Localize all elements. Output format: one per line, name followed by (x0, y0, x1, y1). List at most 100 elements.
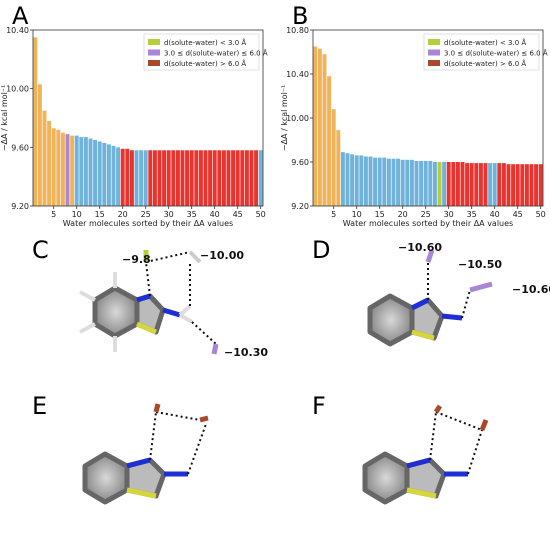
bar (428, 160, 433, 206)
bar (254, 150, 259, 206)
bar (249, 150, 254, 206)
bar (134, 150, 139, 206)
y-tick-label: 10.00 (286, 114, 309, 123)
bar (171, 150, 176, 206)
panel-letter-a: A (12, 2, 29, 30)
bar (511, 164, 516, 206)
bar (51, 128, 56, 206)
bar (386, 158, 391, 206)
bar (93, 140, 98, 206)
bar (488, 163, 493, 206)
bar (70, 135, 75, 206)
bar (198, 150, 203, 206)
x-tick-label: 40 (210, 210, 220, 219)
y-tick-label: 10.00 (6, 85, 29, 94)
x-tick-label: 15 (95, 210, 105, 219)
bar (208, 150, 213, 206)
legend-box (143, 33, 260, 71)
bar (368, 156, 373, 206)
bar (162, 150, 167, 206)
x-tick-label: 50 (256, 210, 266, 219)
y-tick-label: 9.60 (11, 143, 29, 152)
bar (42, 110, 47, 206)
bar (65, 134, 70, 206)
bar (442, 162, 447, 206)
bar (350, 154, 355, 206)
bar (465, 163, 470, 206)
bar (226, 150, 231, 206)
panel-letter-b: B (292, 2, 309, 30)
bar (460, 162, 465, 206)
panel-letter-e: E (32, 392, 48, 420)
bar (125, 148, 130, 206)
bar (524, 164, 529, 206)
bar (97, 141, 102, 206)
y-axis-label: −ΔA / kcal mol⁻¹ (0, 85, 9, 151)
bar (437, 162, 442, 206)
bar (180, 150, 185, 206)
bar (189, 150, 194, 206)
energy-label: −10.50 (458, 258, 502, 271)
x-tick-label: 45 (513, 210, 523, 219)
bar (363, 156, 368, 206)
bar (175, 150, 180, 206)
panel-letter-d: D (312, 236, 331, 264)
bar (396, 158, 401, 206)
bar (194, 150, 199, 206)
legend-swatch (148, 60, 160, 66)
bar (148, 150, 153, 206)
bar (56, 129, 61, 206)
bar (221, 150, 226, 206)
y-tick-label: 9.20 (291, 202, 309, 211)
panel-letter-c: C (32, 236, 49, 264)
molecule-e (82, 403, 209, 505)
y-tick-label: 9.60 (291, 158, 309, 167)
legend-swatch (148, 49, 160, 56)
legend-swatch (148, 39, 160, 45)
bar (139, 150, 144, 206)
x-tick-label: 35 (187, 210, 197, 219)
bar (409, 159, 414, 206)
bar (60, 132, 65, 206)
bar (419, 160, 424, 206)
bar (327, 76, 332, 206)
x-tick-label: 15 (375, 210, 385, 219)
x-tick-label: 25 (141, 210, 151, 219)
bar (185, 150, 190, 206)
bar (391, 158, 396, 206)
bar (235, 150, 240, 206)
legend-swatch (428, 39, 440, 45)
y-tick-label: 10.80 (286, 26, 309, 35)
bar (414, 160, 419, 206)
bar (423, 160, 428, 206)
molecule-d: −10.60 −10.50 −10.60 (367, 241, 550, 347)
y-tick-label: 10.40 (286, 70, 309, 79)
y-tick-label: 10.40 (6, 26, 29, 35)
bar (217, 150, 222, 206)
bar (382, 157, 387, 206)
bar (331, 109, 336, 206)
x-tick-label: 50 (536, 210, 546, 219)
bar (501, 163, 506, 206)
legend-label: 3.0 ≤ d(solute-water) ≤ 6.0 Å (444, 49, 548, 58)
x-tick-label: 20 (398, 210, 408, 219)
legend-label: d(solute-water) > 6.0 Å (164, 59, 246, 68)
molecule-f (362, 404, 489, 505)
x-tick-label: 25 (421, 210, 431, 219)
energy-label: −9.8 (122, 253, 151, 266)
bar (317, 48, 322, 207)
y-tick-label: 9.20 (11, 202, 29, 211)
molecule-c: −9.8 −10.00 −10.30 (79, 249, 268, 359)
bar (446, 162, 451, 206)
bar (492, 163, 497, 206)
bar (116, 147, 121, 206)
bar (37, 84, 42, 206)
bar (106, 144, 111, 206)
x-tick-label: 30 (444, 210, 454, 219)
bar (377, 157, 382, 206)
bar (258, 150, 263, 206)
bar (478, 163, 483, 206)
bar (212, 150, 217, 206)
